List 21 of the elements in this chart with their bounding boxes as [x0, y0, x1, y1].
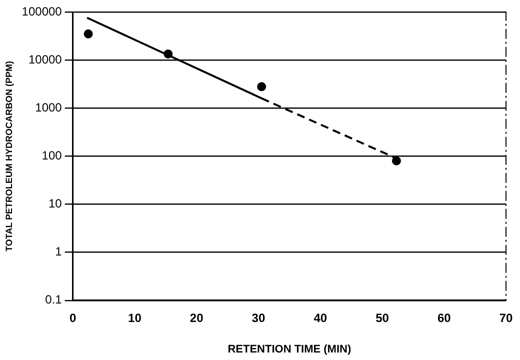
y-tick-label: 1000 [35, 100, 62, 114]
y-tick-label: 100000 [22, 4, 62, 18]
x-tick-label: 70 [499, 310, 513, 325]
x-tick-label: 60 [437, 310, 452, 325]
y-axis-title: TOTAL PETROLEUM HYDROCARBON (PPM) [4, 60, 14, 252]
x-tick-label: 50 [376, 310, 390, 325]
point [392, 156, 401, 166]
point [164, 49, 173, 58]
point [257, 82, 266, 92]
y-tick-label: 10 [48, 196, 62, 211]
x-axis-title: RETENTION TIME (MIN) [228, 343, 352, 356]
x-tick-label: 10 [128, 310, 142, 325]
y-tick-label: 100 [42, 148, 62, 163]
y-tick-label: 1 [55, 244, 62, 259]
y-tick-label: 0.1 [45, 292, 62, 307]
x-tick-label: 20 [190, 310, 204, 325]
x-tick-label: 0 [70, 310, 76, 325]
x-tick-label: 30 [252, 310, 266, 325]
y-tick-label: 10000 [28, 52, 62, 66]
point [84, 29, 93, 38]
x-tick-label: 40 [314, 310, 328, 325]
